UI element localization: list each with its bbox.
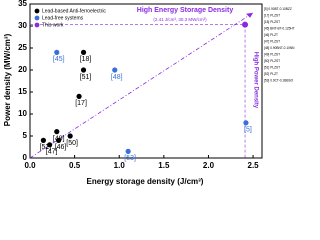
annotation: High Energy Storage Density xyxy=(137,7,234,14)
point-label: [45] xyxy=(53,56,65,63)
arrow-head xyxy=(246,12,254,18)
chart: Power density (MW/cm³) Energy storage de… xyxy=(3,0,295,186)
point-label: [5] xyxy=(244,127,252,134)
point xyxy=(242,21,249,28)
point xyxy=(243,120,249,126)
reference: [17] PLZST xyxy=(264,13,280,17)
point xyxy=(54,129,60,135)
reference: [50] PLZST xyxy=(264,59,280,63)
x-tick-label: 0.5 xyxy=(69,161,81,170)
point-label: [46] xyxy=(55,144,67,151)
point-label: [17] xyxy=(75,100,87,107)
point-label: [53] xyxy=(124,155,136,162)
x-axis-label: Energy storage density (J/cm³) xyxy=(87,177,204,186)
point xyxy=(54,49,60,56)
point xyxy=(80,49,87,56)
reference: [49] PLZST xyxy=(264,52,280,56)
point-label: [51] xyxy=(80,74,92,81)
legend-label: Lead-based Anti-ferroelectric xyxy=(42,8,106,14)
reference: [5] 0.90BT-0.10BZZ xyxy=(264,7,292,11)
point-label: [18] xyxy=(80,56,92,63)
annotation: (2.41 J/cm³, 30.3 MW/cm³) xyxy=(153,17,207,22)
x-tick-label: 1.0 xyxy=(114,161,126,170)
point xyxy=(112,67,118,73)
point xyxy=(67,133,73,139)
reference: [47] PLZST xyxy=(264,39,280,43)
annotation: High Power Density xyxy=(252,52,258,109)
point xyxy=(125,148,131,154)
plot-frame xyxy=(29,3,263,159)
x-tick-label: 0.0 xyxy=(24,161,36,170)
y-tick-label: 25 xyxy=(18,43,27,52)
reference: [52] PLZT xyxy=(264,72,278,76)
legend-marker xyxy=(34,22,40,28)
reference: [53] 0.9CT-0.1BBSO xyxy=(264,78,294,82)
point xyxy=(76,93,82,99)
legend-marker xyxy=(34,8,40,14)
y-tick-label: 35 xyxy=(18,0,27,8)
point-label: [52] xyxy=(40,144,52,151)
reference: [18] PLZST xyxy=(264,20,280,24)
legend-marker xyxy=(34,15,40,21)
reference: [45] BNT-BT-0.125HT xyxy=(264,26,295,30)
point-label: [48] xyxy=(111,74,123,81)
x-tick-label: 1.5 xyxy=(158,161,170,170)
point xyxy=(40,137,46,143)
legend-label: This work xyxy=(42,22,64,28)
point-label: [50] xyxy=(66,140,78,147)
point xyxy=(80,67,87,73)
y-tick-label: 10 xyxy=(18,109,27,118)
y-tick-label: 15 xyxy=(18,87,27,96)
point xyxy=(55,137,62,143)
reference: [48] 0.90BNT-0.10NN xyxy=(264,46,295,50)
y-tick-label: 0 xyxy=(23,153,28,162)
point-label: [47] xyxy=(46,149,58,156)
y-tick-label: 5 xyxy=(23,131,28,140)
reference: [46] PLZT xyxy=(264,33,278,37)
reference: [51] PLZST xyxy=(264,65,280,69)
legend-label: Lead-free systems xyxy=(42,15,84,21)
y-tick-label: 30 xyxy=(18,21,27,30)
point xyxy=(47,142,53,148)
x-tick-label: 2.5 xyxy=(248,161,260,170)
y-tick-label: 20 xyxy=(18,65,27,74)
x-tick-label: 2.0 xyxy=(203,161,215,170)
y-axis-label: Power density (MW/cm³) xyxy=(3,33,12,126)
